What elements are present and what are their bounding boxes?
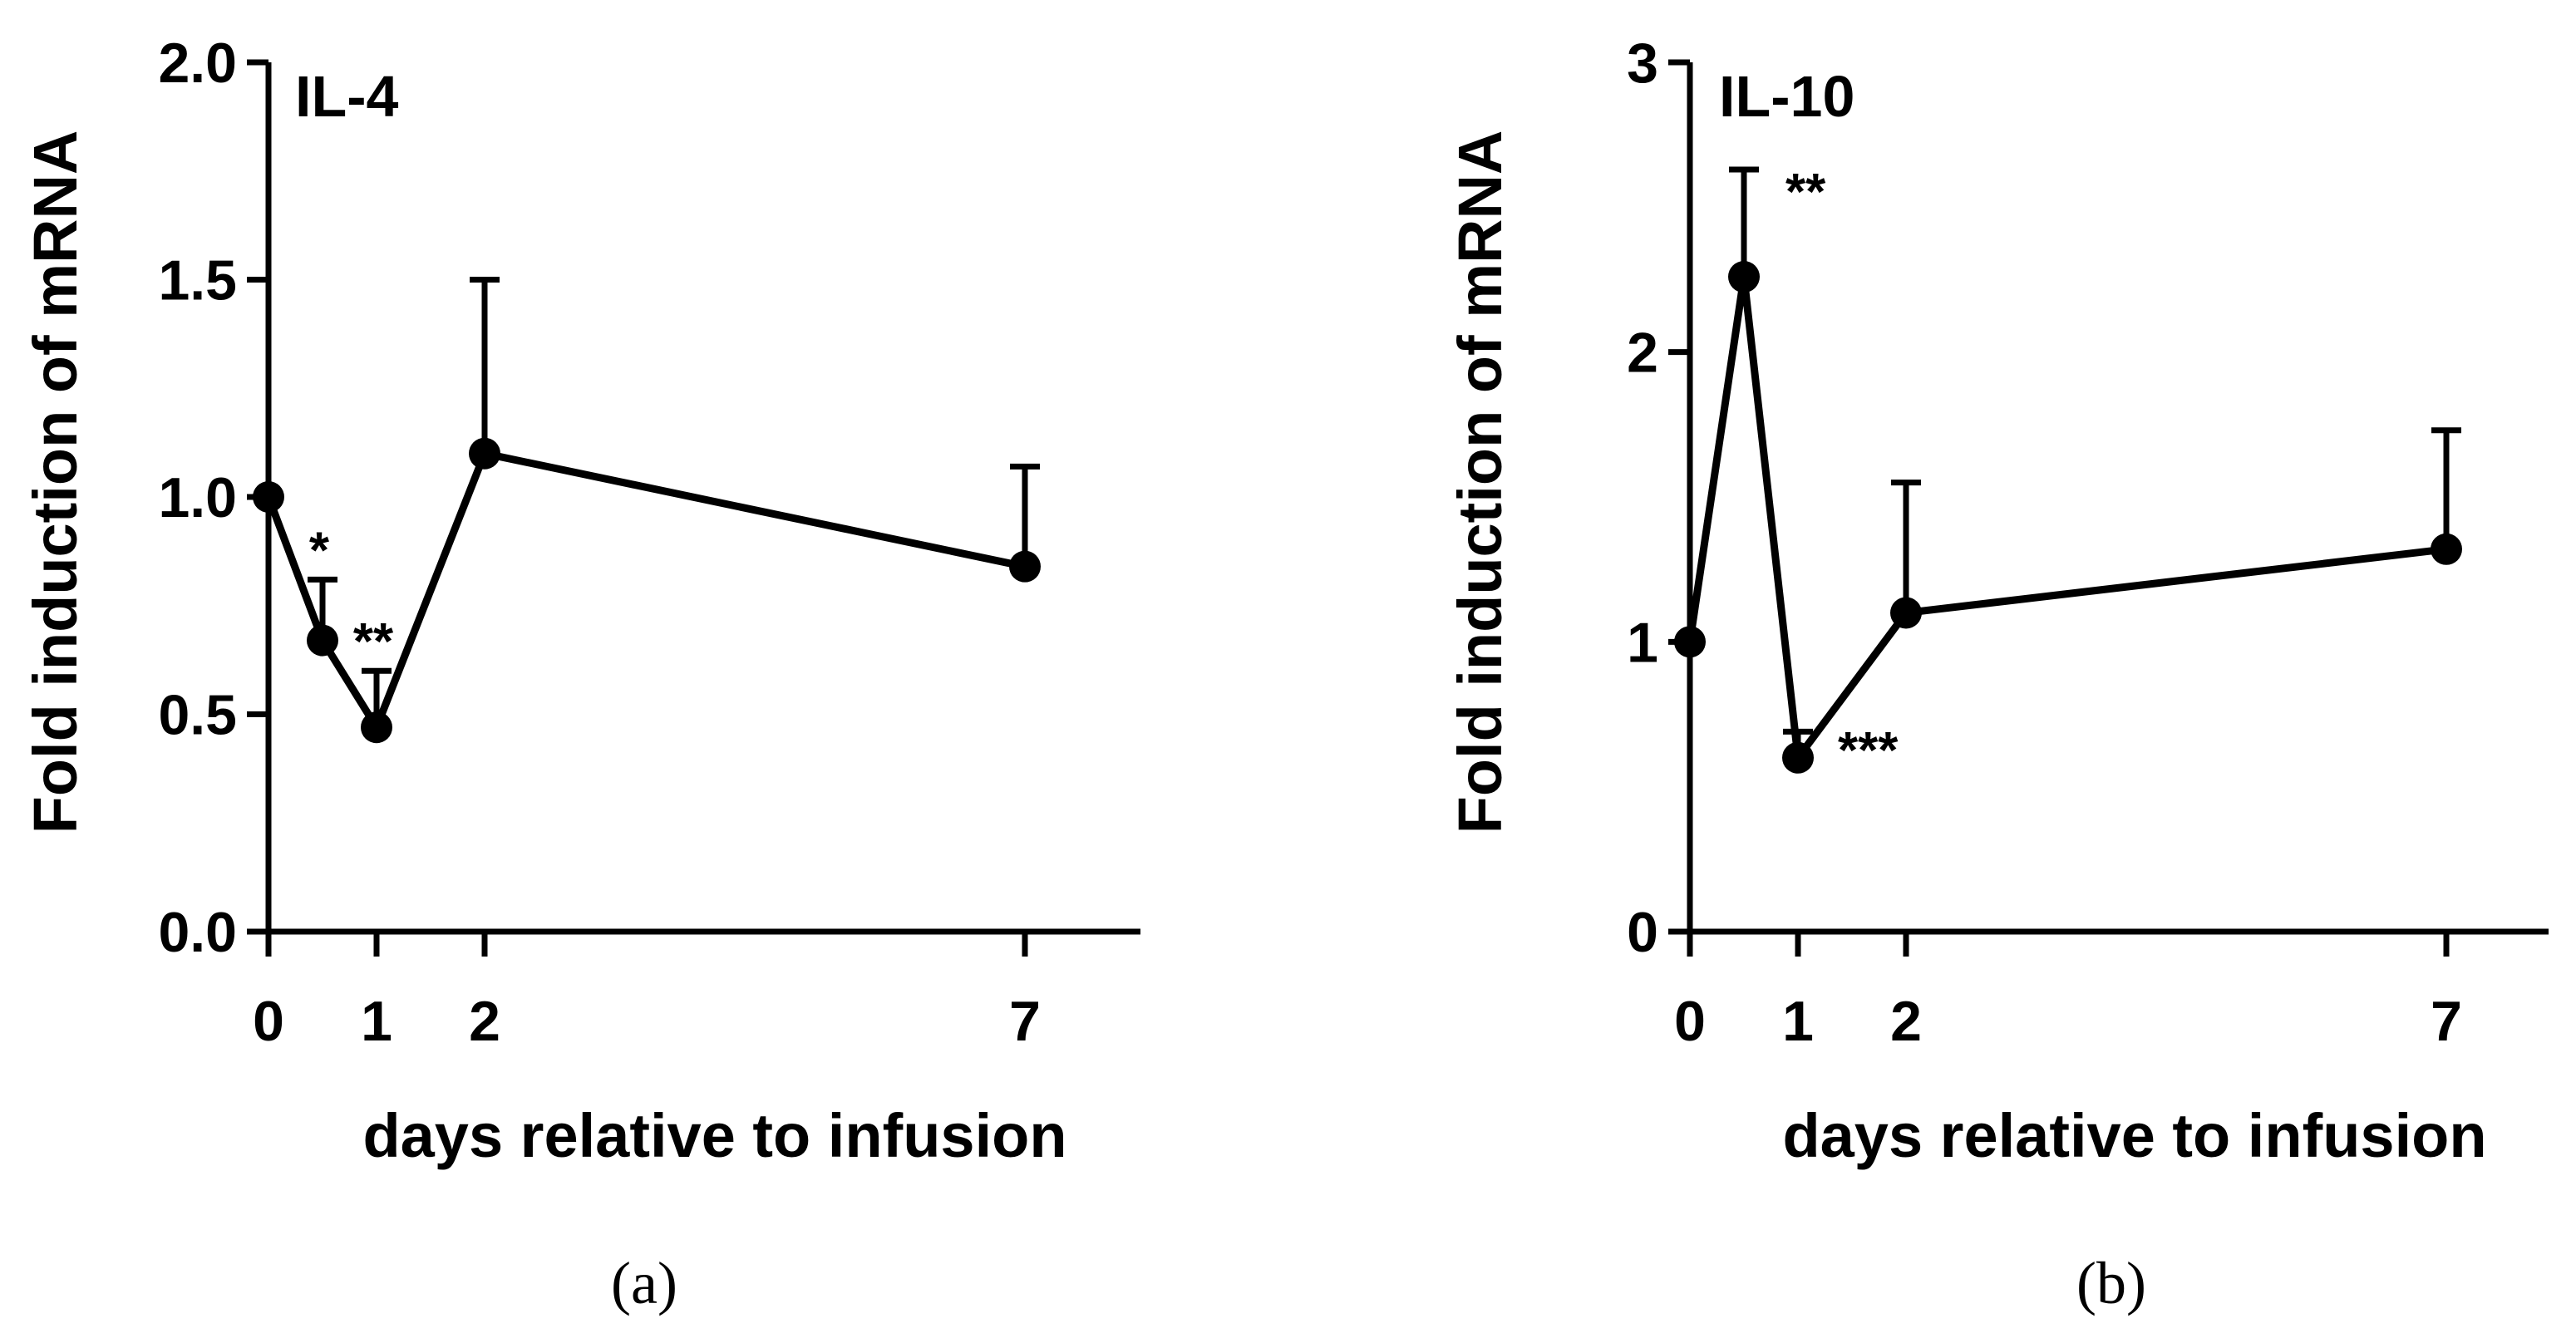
panel-a-y-tick-label: 1.5	[158, 249, 237, 312]
panel-a-data-point	[253, 481, 284, 513]
panel-a-x-tick-label: 0	[253, 990, 284, 1053]
panel-a-x-tick-label: 7	[1009, 990, 1041, 1053]
panel-a-x-axis-title: days relative to infusion	[362, 1101, 1066, 1170]
panel-b-data-point	[2431, 533, 2462, 565]
panel-a-label: (a)	[611, 1250, 677, 1316]
panel-a-title: IL-4	[295, 64, 399, 129]
panel-a-y-tick-label: 2.0	[158, 32, 237, 95]
panel-b-y-tick-label: 1	[1627, 611, 1658, 674]
panel-a-y-tick-label: 0.5	[158, 684, 237, 747]
panel-a-x-tick-label: 2	[469, 990, 500, 1053]
panel-b-label: (b)	[2076, 1250, 2146, 1316]
panel-b-data-point	[1674, 626, 1706, 658]
panel-b-il10-chart: IL-10 days relative to infusion Fold ind…	[1446, 32, 2549, 1316]
panel-b-data-point	[1782, 741, 1814, 774]
panel-b-y-axis-title: Fold induction of mRNA	[1446, 130, 1515, 834]
panel-a-data-point	[1009, 550, 1041, 583]
panel-a-significance-label: **	[353, 613, 394, 671]
panel-b-x-axis-title: days relative to infusion	[1782, 1101, 2486, 1170]
panel-b-y-tick-label: 0	[1627, 901, 1658, 964]
panel-b-x-tick-label: 1	[1782, 990, 1814, 1053]
panel-a-series-line	[264, 450, 1026, 731]
panel-a-significance-label: *	[309, 522, 330, 579]
panel-b-title: IL-10	[1719, 64, 1854, 129]
panel-a-y-tick-label: 1.0	[158, 466, 237, 529]
panel-b-data-point	[1728, 261, 1760, 293]
panel-a-y-axis-title: Fold induction of mRNA	[21, 130, 90, 834]
panel-b-x-tick-label: 7	[2431, 990, 2462, 1053]
panel-b-x-tick-label: 2	[1890, 990, 1922, 1053]
panel-b-x-tick-label: 0	[1674, 990, 1706, 1053]
panel-a-x-tick-label: 1	[361, 990, 392, 1053]
panel-b-y-tick-label: 3	[1627, 32, 1658, 95]
panel-a-y-tick-label: 0.0	[158, 901, 237, 964]
panel-b-y-tick-label: 2	[1627, 322, 1658, 385]
panel-b-series-line	[1686, 273, 2447, 762]
panel-a-data-point	[307, 624, 338, 657]
panel-a-data-point	[469, 437, 500, 470]
panel-b-significance-label: ***	[1838, 722, 1899, 780]
panel-b-significance-label: **	[1785, 164, 1826, 221]
panel-a-data-point	[361, 711, 392, 744]
panel-a-il4-chart: IL-4 days relative to infusion Fold indu…	[21, 32, 1140, 1316]
panel-b-data-point	[1890, 597, 1922, 629]
